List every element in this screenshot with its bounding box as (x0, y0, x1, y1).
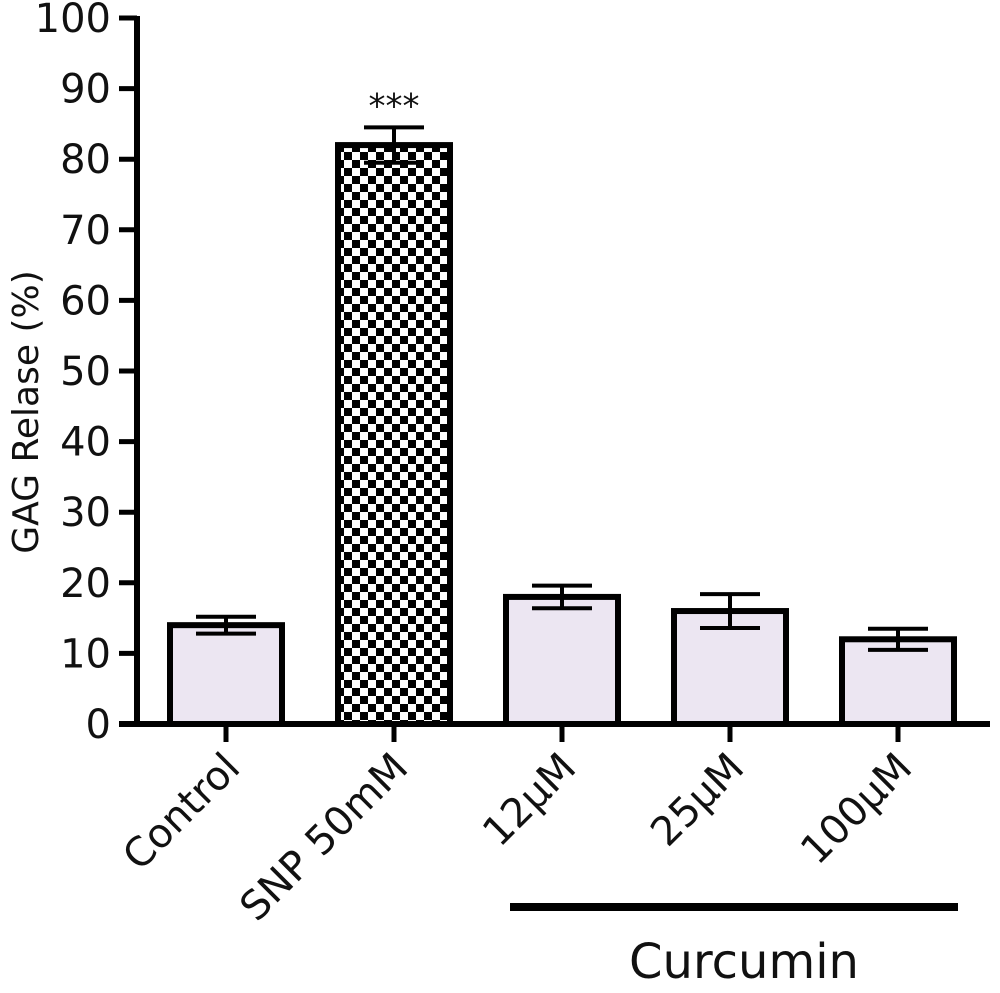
bar-1 (335, 142, 453, 727)
y-tick-label: 70 (60, 208, 111, 254)
y-axis-label: GAG Relase (%) (6, 270, 47, 553)
annotations: *** Curcumin (369, 86, 958, 990)
significance-marker: *** (369, 86, 420, 126)
y-tick-label: 90 (60, 67, 111, 113)
y-tick-label: 0 (86, 702, 111, 748)
y-axis: 0 10 20 30 40 50 60 70 80 90 100 (35, 0, 140, 748)
y-tick-label: 80 (60, 137, 111, 183)
y-tick-label: 20 (60, 561, 111, 607)
x-tick-label: SNP 50mM (231, 745, 417, 931)
y-tick-label: 30 (60, 490, 111, 536)
y-tick-label: 10 (60, 631, 111, 677)
y-tick-label: 40 (60, 420, 111, 466)
x-tick-label: 100µM (792, 745, 921, 874)
bars (167, 125, 957, 728)
y-tick-label: 100 (35, 0, 111, 42)
y-tick-label: 50 (60, 349, 111, 395)
group-label: Curcumin (629, 934, 859, 990)
x-tick-label: 25µM (642, 745, 753, 856)
x-tick-label: Control (114, 745, 249, 880)
bar-2 (503, 593, 621, 727)
y-tick-label: 60 (60, 278, 111, 324)
bar-0 (167, 622, 285, 727)
bar-4 (839, 636, 957, 728)
x-tick-label: 12µM (474, 745, 585, 856)
